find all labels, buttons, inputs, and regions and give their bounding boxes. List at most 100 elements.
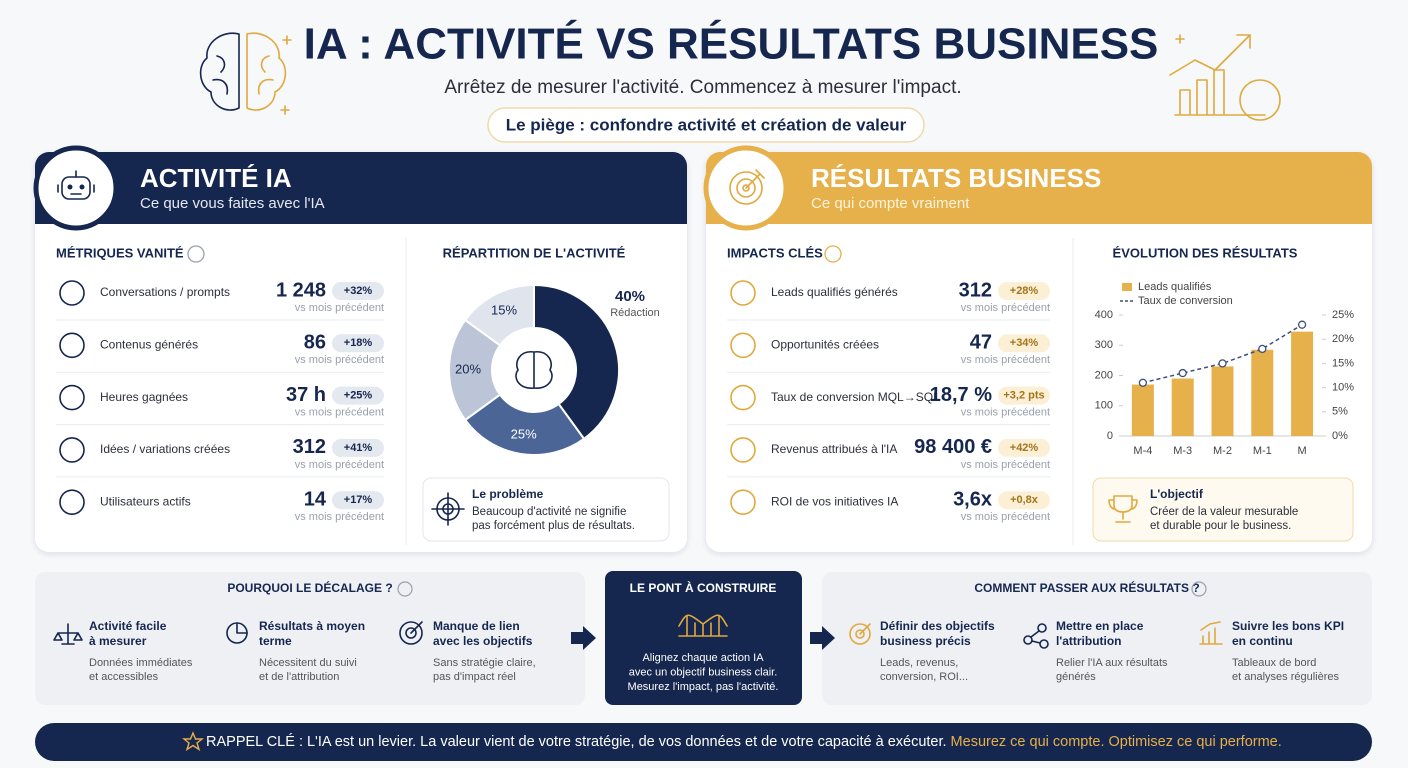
metric-value: 37 h	[286, 384, 326, 406]
y2-tick-label: 25%	[1332, 309, 1354, 321]
line-point	[1218, 359, 1227, 368]
box-title: L'objectif	[1150, 487, 1204, 501]
badge	[332, 491, 384, 510]
metric-value: 3,6x	[953, 488, 992, 510]
metric-label: Contenus générés	[100, 337, 198, 351]
why-icons	[53, 621, 423, 645]
item-title: à mesurer	[89, 634, 147, 648]
footer-label: RAPPEL CLÉ :	[206, 733, 303, 750]
section-title: POURQUOI LE DÉCALAGE ?	[227, 580, 392, 595]
metric-label: Idées / variations créées	[100, 442, 230, 456]
bridge-text: Alignez chaque action IA	[642, 652, 764, 664]
bar	[1251, 349, 1274, 436]
metric-label: Heures gagnées	[100, 390, 188, 404]
y2-tick-label: 10%	[1332, 382, 1354, 394]
metric-value: 98 400 €	[914, 436, 992, 458]
line-point	[1258, 344, 1267, 354]
metric-value: 47	[970, 332, 992, 354]
metric-label: Revenus attribués à l'IA	[771, 442, 897, 456]
metric-icon	[59, 280, 85, 306]
metric-icon	[59, 437, 85, 463]
badge	[332, 282, 384, 300]
chart-title: RÉPARTITION DE L'ACTIVITÉ	[443, 245, 626, 260]
target-icon	[431, 492, 465, 526]
growth-icon	[1169, 34, 1281, 121]
x-tick-label: M-1	[1253, 445, 1272, 457]
legend-label: Leads qualifiés	[1138, 281, 1212, 293]
panel-title: ACTIVITÉ IA	[140, 163, 292, 193]
bar	[1171, 378, 1194, 436]
metric-label: Opportunités créées	[771, 337, 879, 351]
robot-icon	[57, 170, 95, 200]
pie-slice	[533, 283, 620, 441]
bar	[1131, 384, 1154, 436]
item-title: terme	[259, 634, 292, 648]
metric-icon	[730, 437, 756, 463]
slice-label: 20%	[455, 361, 481, 376]
metric-note: vs mois précédent	[295, 354, 384, 366]
panel-title: RÉSULTATS BUSINESS	[811, 163, 1101, 193]
bar	[1291, 331, 1314, 436]
footer-bar	[35, 723, 1372, 761]
box-text: Créer de la valeur mesurable	[1150, 506, 1298, 518]
metric-value: 86	[304, 332, 326, 354]
item-title: Résultats à moyen	[259, 619, 365, 633]
metric-value: 312	[293, 436, 326, 458]
objective-box	[1092, 477, 1354, 542]
bridge-icon	[678, 614, 728, 637]
panel-subtitle: Ce que vous faites avec l'IA	[140, 195, 325, 212]
how-box	[822, 572, 1372, 705]
footer-body: L'IA est un levier. La valeur vient de v…	[307, 734, 947, 750]
activity-icon-circle	[33, 145, 119, 231]
slice-label: 15%	[491, 303, 517, 318]
badge	[998, 438, 1050, 457]
arrow	[571, 626, 596, 650]
metric-change: +41%	[344, 442, 373, 454]
star-icon	[182, 731, 204, 752]
metric-value: 14	[304, 488, 327, 510]
item-text: et analyses régulières	[1232, 671, 1340, 683]
arrow	[810, 626, 835, 650]
x-tick-label: M	[1298, 445, 1307, 457]
line-point	[1178, 368, 1187, 378]
item-title: Activité facile	[89, 619, 167, 633]
item-text: Nécessitent du suivi	[259, 657, 357, 669]
metric-note: vs mois précédent	[295, 459, 384, 471]
info-icon	[824, 245, 842, 263]
chart-title: ÉVOLUTION DES RÉSULTATS	[1113, 245, 1298, 260]
metric-note: vs mois précédent	[295, 511, 384, 523]
metric-icon	[59, 489, 85, 516]
item-text: Sans stratégie claire,	[433, 657, 536, 669]
item-text: et accessibles	[89, 671, 159, 683]
metric-label: Conversations / prompts	[100, 285, 230, 299]
problem-box	[422, 477, 670, 542]
box-text: pas forcément plus de résultats.	[472, 520, 635, 532]
metric-change: +25%	[344, 390, 373, 402]
x-tick-label: M-4	[1133, 445, 1152, 457]
y2-tick-label: 5%	[1332, 406, 1348, 418]
footer-highlight: Mesurez ce qui compte. Optimisez ce qui …	[951, 734, 1282, 750]
metric-value: 18,7 %	[930, 384, 992, 406]
item-text: conversion, ROI...	[880, 671, 968, 683]
metric-label: Leads qualifiés générés	[771, 285, 898, 299]
badge	[998, 386, 1050, 405]
item-title: Définir des objectifs	[880, 619, 995, 633]
x-tick-label: M-3	[1173, 445, 1192, 457]
bridge-text: Mesurez l'impact, pas l'activité.	[628, 681, 779, 693]
metric-change: +42%	[1010, 442, 1039, 454]
metric-change: +18%	[344, 337, 373, 349]
metric-label: Utilisateurs actifs	[100, 494, 191, 508]
title: IA : ACTIVITÉ VS RÉSULTATS BUSINESS	[304, 19, 1159, 69]
section-title: IMPACTS CLÉS	[727, 245, 823, 260]
metric-label: Taux de conversion MQL→SQL	[771, 390, 940, 404]
trophy-icon	[1108, 495, 1138, 523]
metric-icon	[59, 384, 85, 411]
item-text: Tableaux de bord	[1232, 657, 1316, 669]
dart-icon	[729, 169, 765, 205]
metric-label: ROI de vos initiatives IA	[771, 494, 898, 508]
bridge-text: avec un objectif business clair.	[629, 666, 778, 678]
info-icon	[397, 581, 413, 597]
footer-text: RAPPEL CLÉ : L'IA est un levier. La valeu…	[206, 733, 1282, 750]
